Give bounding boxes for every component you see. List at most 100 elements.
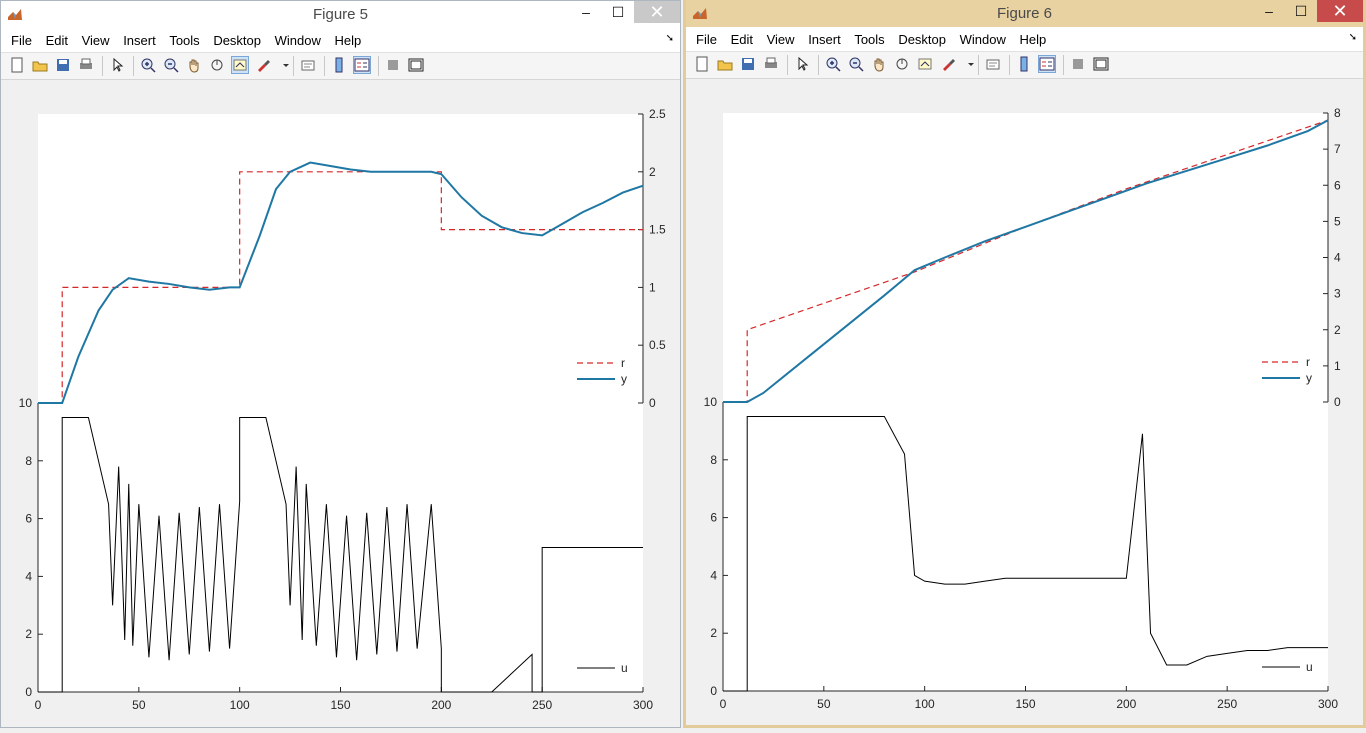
bottom-y-tick-label: 8 — [25, 454, 32, 468]
zoom-in-icon[interactable] — [140, 57, 156, 73]
top-y-tick-label: 8 — [1334, 106, 1341, 120]
pan-icon[interactable] — [871, 56, 887, 72]
zoom-out-icon[interactable] — [848, 56, 864, 72]
menu-help[interactable]: Help — [1019, 32, 1047, 47]
bottom-x-tick-label: 250 — [1217, 697, 1237, 711]
title-bar[interactable]: Figure 6 – ☐ ✕ — [686, 0, 1363, 27]
new-figure-icon[interactable] — [694, 56, 710, 72]
colorbar-icon[interactable] — [331, 57, 347, 73]
bottom-y-tick-label: 0 — [25, 685, 32, 699]
bottom-x-tick-label: 300 — [633, 698, 653, 712]
menu-edit[interactable]: Edit — [45, 33, 68, 48]
pointer-icon[interactable] — [794, 56, 810, 72]
hide-tools-icon[interactable] — [1070, 56, 1086, 72]
data-cursor-icon[interactable] — [917, 56, 933, 72]
title-bar[interactable]: Figure 5 – ☐ ✕ — [1, 1, 680, 28]
bottom-x-tick-label: 200 — [431, 698, 451, 712]
dropdown-arrow-icon[interactable] — [963, 56, 979, 72]
legend-icon[interactable] — [1038, 55, 1056, 73]
top-y-tick-label: 0 — [649, 396, 656, 410]
legend-u-label: u — [1306, 660, 1313, 674]
menu-tools[interactable]: Tools — [169, 33, 200, 48]
legend-y-label: y — [621, 372, 627, 386]
menu-file[interactable]: File — [696, 32, 717, 47]
bottom-x-tick-label: 250 — [532, 698, 552, 712]
bottom-x-tick-label: 0 — [35, 698, 42, 712]
toolbar-separator — [293, 56, 294, 76]
colorbar-icon[interactable] — [1016, 56, 1032, 72]
new-figure-icon[interactable] — [9, 57, 25, 73]
toolbar-separator — [324, 56, 325, 76]
rotate-3d-icon[interactable] — [894, 56, 910, 72]
menu-edit[interactable]: Edit — [730, 32, 753, 47]
legend-r-label: r — [621, 356, 625, 370]
menu-tools[interactable]: Tools — [854, 32, 885, 47]
menu-view[interactable]: View — [766, 32, 795, 47]
save-icon[interactable] — [55, 57, 71, 73]
print-icon[interactable] — [78, 57, 94, 73]
bottom-x-tick-label: 100 — [230, 698, 250, 712]
open-icon[interactable] — [717, 56, 733, 72]
top-y-tick-label: 2 — [649, 165, 656, 179]
menu-desktop[interactable]: Desktop — [213, 33, 262, 48]
legend-y-label: y — [1306, 371, 1312, 385]
dock-arrow-icon[interactable]: ➘ — [665, 33, 674, 44]
minimize-button[interactable]: – — [1265, 3, 1273, 19]
bottom-y-tick-label: 2 — [25, 627, 32, 641]
toolbar-separator — [978, 55, 979, 75]
menu-insert[interactable]: Insert — [808, 32, 841, 47]
bottom-x-tick-label: 100 — [915, 697, 935, 711]
reference-line-r — [723, 119, 1329, 403]
dropdown-arrow-icon[interactable] — [278, 57, 294, 73]
menu-view[interactable]: View — [81, 33, 110, 48]
top-y-tick-label: 2.5 — [649, 107, 666, 121]
toolbar-separator — [102, 56, 103, 76]
bottom-x-tick-label: 50 — [817, 697, 831, 711]
dock-arrow-icon[interactable]: ➘ — [1348, 32, 1357, 43]
zoom-in-icon[interactable] — [825, 56, 841, 72]
bottom-y-tick-label: 8 — [710, 453, 717, 467]
minimize-button[interactable]: – — [582, 4, 590, 20]
brush-icon[interactable] — [940, 56, 956, 72]
toolbar-separator — [1063, 55, 1064, 75]
top-axes-background — [38, 114, 643, 403]
rotate-3d-icon[interactable] — [209, 57, 225, 73]
link-icon[interactable] — [300, 57, 316, 73]
menu-window[interactable]: Window — [274, 33, 321, 48]
zoom-out-icon[interactable] — [163, 57, 179, 73]
menu-window[interactable]: Window — [959, 32, 1006, 47]
maximize-button[interactable]: ☐ — [1294, 3, 1308, 19]
save-icon[interactable] — [740, 56, 756, 72]
bottom-x-tick-label: 150 — [330, 698, 350, 712]
close-button[interactable]: ✕ — [1317, 0, 1363, 22]
legend-r-label: r — [1306, 355, 1310, 369]
top-y-tick-label: 2 — [1334, 323, 1341, 337]
window-title: Figure 6 — [996, 5, 1053, 22]
toolbar-separator — [818, 55, 819, 75]
data-cursor-icon[interactable] — [231, 56, 249, 74]
menu-bar: File Edit View Insert Tools Desktop Wind… — [686, 27, 1363, 51]
menu-insert[interactable]: Insert — [123, 33, 156, 48]
bottom-x-tick-label: 0 — [720, 697, 727, 711]
print-icon[interactable] — [763, 56, 779, 72]
pointer-icon[interactable] — [109, 57, 125, 73]
top-y-tick-label: 1 — [649, 280, 656, 294]
pan-icon[interactable] — [186, 57, 202, 73]
close-button[interactable]: ✕ — [634, 1, 680, 23]
maximize-button[interactable]: ☐ — [611, 4, 625, 20]
top-y-tick-label: 3 — [1334, 287, 1341, 301]
menu-file[interactable]: File — [11, 33, 32, 48]
window-title: Figure 5 — [312, 6, 369, 23]
menu-help[interactable]: Help — [334, 33, 362, 48]
link-icon[interactable] — [985, 56, 1001, 72]
show-tools-icon[interactable] — [1093, 56, 1109, 72]
show-tools-icon[interactable] — [408, 57, 424, 73]
open-icon[interactable] — [32, 57, 48, 73]
figure-toolbar — [686, 51, 1363, 79]
legend-icon[interactable] — [353, 56, 371, 74]
bottom-y-tick-label: 4 — [710, 568, 717, 582]
figure-window-6: Figure 6 – ☐ ✕ File Edit View Insert Too… — [683, 0, 1366, 728]
brush-icon[interactable] — [255, 57, 271, 73]
hide-tools-icon[interactable] — [385, 57, 401, 73]
menu-desktop[interactable]: Desktop — [898, 32, 947, 47]
